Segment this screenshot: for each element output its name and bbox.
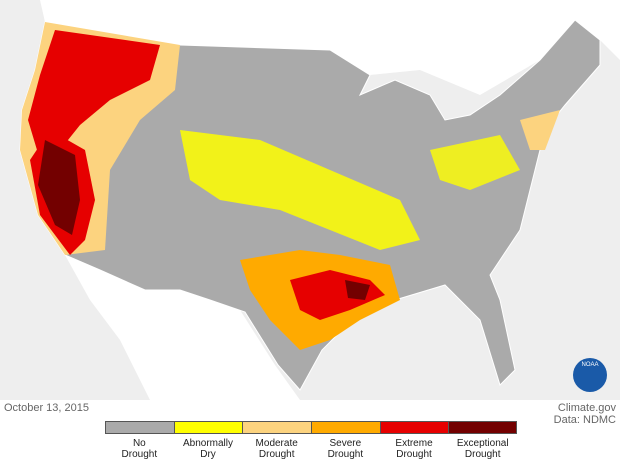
legend-label: Extreme [395,438,433,449]
legend-label: Drought [121,449,158,460]
drought-area [38,140,80,235]
legend-label: No [132,438,146,449]
canada [40,0,620,95]
drought-map: NOAA [0,0,620,400]
mexico [65,255,300,400]
legend-swatch [379,421,449,434]
legend: No Drought Abnormally Dry Moderate Drought Sev… [105,421,518,460]
credit-source: Data: NDMC [553,414,616,426]
credit-site: Climate.gov [557,402,616,414]
legend-entry: Exceptional Drought [448,421,518,460]
legend-label: Dry [200,449,216,460]
logo-text: NOAA [581,362,598,368]
drought-area [28,30,160,160]
legend-swatch [173,421,243,434]
date: October 13, 2015 [4,402,90,414]
legend-label: Drought [464,449,501,460]
legend-label: Moderate [255,438,298,449]
legend-label: Abnormally [182,438,234,449]
drought-area [180,130,420,250]
drought-area [290,270,385,320]
drought-area [430,135,520,190]
legend-entry: No Drought [105,421,174,460]
legend-label: Drought [258,449,295,460]
legend-label: Severe [329,438,362,449]
legend-swatch [105,421,174,434]
legend-entry: Severe Drought [311,421,380,460]
legend-label: Drought [396,449,432,460]
legend-swatch [242,421,312,434]
legend-label: Exceptional [456,438,509,449]
noaa-logo [573,358,607,392]
drought-area [345,280,370,300]
legend-label: Drought [327,449,364,460]
legend-entry: Moderate Drought [242,421,312,460]
legend-swatch [448,421,518,434]
legend-entry: Extreme Drought [379,421,449,460]
legend-swatch [311,421,380,434]
drought-area [520,110,560,150]
legend-entry: Abnormally Dry [173,421,243,460]
